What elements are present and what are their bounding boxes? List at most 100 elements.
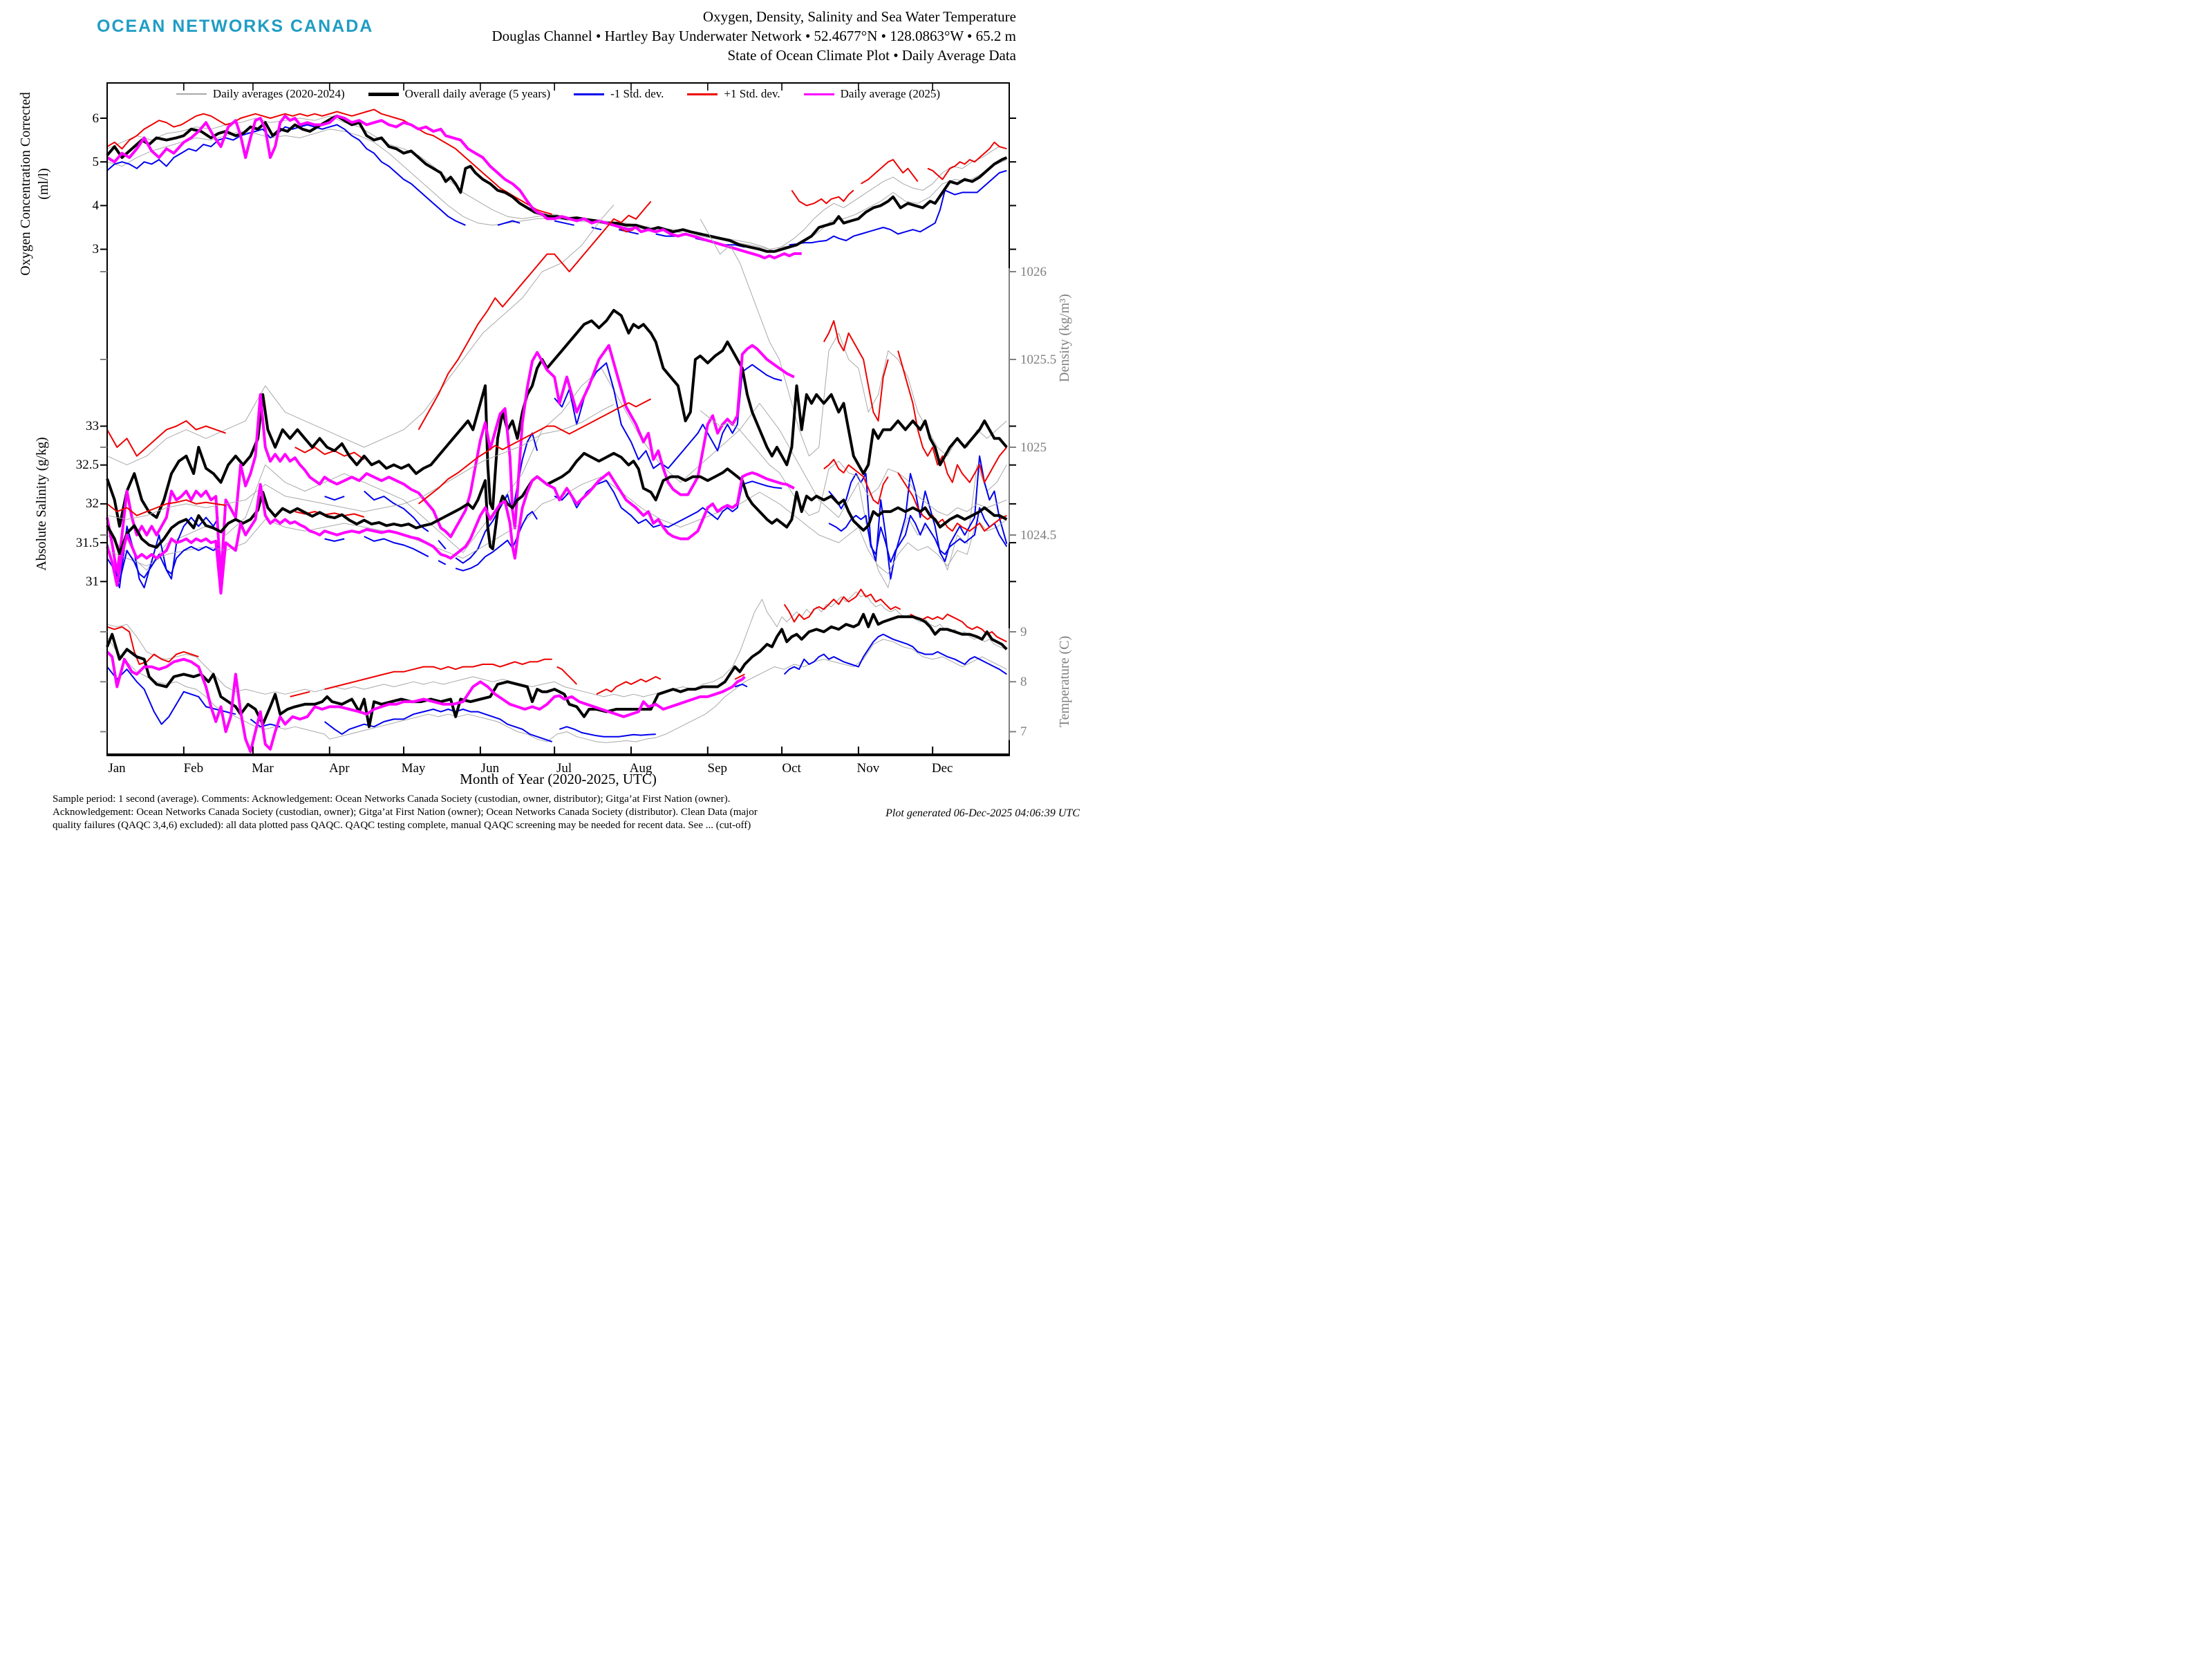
footer-line2: Acknowledgement: Ocean Networks Canada S… (53, 807, 758, 818)
legend-label: Daily average (2025) (840, 87, 941, 100)
series-density-plus-1-std (106, 420, 226, 457)
y-tick-label-density-1025: 1025 (1020, 440, 1047, 455)
series-salinity-daily-average-2025 (106, 471, 795, 595)
series-salinity-gray-2020-2024-b (106, 476, 1007, 574)
series-oxygen-minus-1-std (554, 220, 574, 226)
series-density-daily-average-2025 (106, 344, 795, 581)
y-axis-label-temperature: Temperature (C) (1057, 635, 1072, 728)
y-tick-label-temperature-9: 9 (1020, 624, 1027, 639)
black-line-swatch-icon (368, 92, 399, 96)
y-tick-label-density-1024.5: 1024.5 (1020, 527, 1057, 543)
y-axis-label-density: Density (kg/m³) (1057, 294, 1072, 382)
x-tick-label-oct: Oct (782, 761, 801, 776)
series-salinity-minus-1-std (364, 536, 429, 558)
series-salinity-gray-2020-2024-a (106, 404, 615, 520)
magenta-line-swatch-icon (803, 93, 834, 95)
series-density-minus-1-std (324, 496, 345, 501)
series-temperature-minus-1-std (106, 666, 236, 725)
y-tick-label-oxygen-5: 5 (92, 154, 100, 169)
series-density-gray-2020-2024-a (700, 218, 1007, 457)
y-tick-label-oxygen-6: 6 (92, 111, 100, 126)
series-oxygen-plus-1-std (791, 189, 854, 207)
series-salinity-minus-1-std (828, 507, 1008, 563)
series-temperature-minus-1-std (734, 683, 748, 688)
x-tick-label-mar: Mar (252, 761, 274, 776)
onc-logo: OCEAN NETWORKS CANADA (97, 17, 374, 36)
series-salinity-plus-1-std (823, 458, 889, 505)
red-line-swatch-icon (687, 93, 718, 95)
series-oxygen-minus-1-std (497, 220, 521, 226)
series-salinity-plus-1-std (106, 499, 226, 516)
series-salinity-plus-1-std (897, 472, 1007, 532)
x-tick-label-nov: Nov (856, 761, 880, 776)
series-density-minus-1-std (828, 455, 1008, 580)
series-temperature-overall-daily-average (106, 612, 1008, 729)
climate-plot-page: { "header": { "logo": "OCEAN NETWORKS CA… (0, 0, 1106, 832)
series-salinity-gray-2020-2024-a (700, 410, 1007, 516)
series-density-minus-1-std (438, 539, 447, 550)
y-tick-label-temperature-8: 8 (1020, 674, 1027, 689)
plot-generated-timestamp: Plot generated 06-Dec-2025 04:06:39 UTC (885, 807, 1080, 819)
x-tick-label-sep: Sep (707, 761, 728, 776)
y-tick-label-salinity-33: 33 (86, 419, 99, 433)
legend-item-plus-std: +1 Std. dev. (687, 87, 780, 101)
series-oxygen-minus-1-std (789, 169, 1007, 246)
series-oxygen-daily-average-2025 (106, 114, 802, 260)
y-axis-label-oxygen: Oxygen Concentration Corrected (ml/l) (18, 92, 51, 276)
series-oxygen-minus-1-std (618, 229, 639, 235)
series-density-plus-1-std (897, 350, 1008, 483)
x-tick-label-jun: Jun (480, 761, 500, 776)
series-temperature-plus-1-std (106, 626, 199, 665)
series-oxygen-minus-1-std (591, 227, 602, 231)
y-tick-label-density-1025.5: 1025.5 (1020, 352, 1057, 367)
series-temperature-plus-1-std (596, 676, 662, 695)
y-axis-label-salinity: Absolute Salinity (g/kg) (34, 437, 49, 571)
x-axis-label: Month of Year (2020-2025, UTC) (460, 771, 657, 787)
series-temperature-gray-2020-2024-b (106, 636, 1007, 743)
legend-label: Daily averages (2020-2024) (212, 87, 345, 100)
legend-item-daily-2025: Daily average (2025) (803, 87, 941, 101)
series-salinity-minus-1-std (554, 480, 782, 528)
y-tick-label-salinity-31: 31 (86, 574, 99, 589)
series-temperature-minus-1-std (324, 709, 552, 742)
series-density-plus-1-std (294, 447, 365, 460)
series-oxygen-plus-1-std (106, 109, 552, 215)
series-temperature-plus-1-std (734, 673, 745, 680)
plot-title-line1: Oxygen, Density, Salinity and Sea Water … (702, 8, 1016, 25)
series-density-minus-1-std (554, 362, 782, 469)
x-tick-label-may: May (401, 761, 426, 776)
climate-plot-canvas (100, 82, 1016, 756)
series-temperature-plus-1-std (290, 691, 310, 697)
series-oxygen-plus-1-std (618, 227, 634, 233)
y-tick-label-salinity-32.5: 32.5 (75, 458, 99, 473)
series-temperature-plus-1-std (783, 588, 901, 623)
blue-line-swatch-icon (574, 93, 605, 95)
series-oxygen-minus-1-std (655, 233, 676, 237)
y-tick-label-salinity-31.5: 31.5 (75, 535, 99, 550)
series-temperature-minus-1-std (559, 726, 656, 738)
footer-line3: quality failures (QAQC 3,4,6) excluded):… (53, 820, 751, 831)
y-tick-label-density-1026: 1026 (1020, 264, 1047, 279)
x-tick-label-dec: Dec (931, 761, 953, 776)
plot-title: Oxygen, Density, Salinity and Sea Water … (491, 7, 1016, 65)
series-temperature-plus-1-std (910, 613, 1007, 643)
series-density-overall-daily-average (106, 308, 1008, 528)
series-temperature-plus-1-std (556, 666, 578, 685)
x-tick-label-apr: Apr (328, 761, 350, 776)
x-tick-label-jan: Jan (108, 761, 126, 776)
footer-annotation: Sample period: 1 second (average). Comme… (53, 793, 868, 832)
series-salinity-minus-1-std (324, 538, 345, 542)
series-temperature-gray-2020-2024-a (106, 591, 1007, 697)
legend-item-daily-averages: Daily averages (2020-2024) (176, 87, 345, 101)
y-tick-label-salinity-32: 32 (86, 496, 99, 512)
legend-label: +1 Std. dev. (724, 87, 780, 100)
gray-line-swatch-icon (176, 93, 207, 95)
series-temperature-minus-1-std (783, 633, 1007, 675)
series-salinity-minus-1-std (455, 511, 538, 572)
x-tick-label-feb: Feb (183, 761, 204, 776)
legend-label: -1 Std. dev. (610, 87, 664, 100)
plot-title-line3: State of Ocean Climate Plot • Daily Aver… (727, 47, 1017, 64)
y-tick-label-temperature-7: 7 (1020, 724, 1027, 739)
legend-label: Overall daily average (5 years) (404, 87, 551, 100)
y-tick-label-oxygen-3: 3 (92, 242, 100, 257)
